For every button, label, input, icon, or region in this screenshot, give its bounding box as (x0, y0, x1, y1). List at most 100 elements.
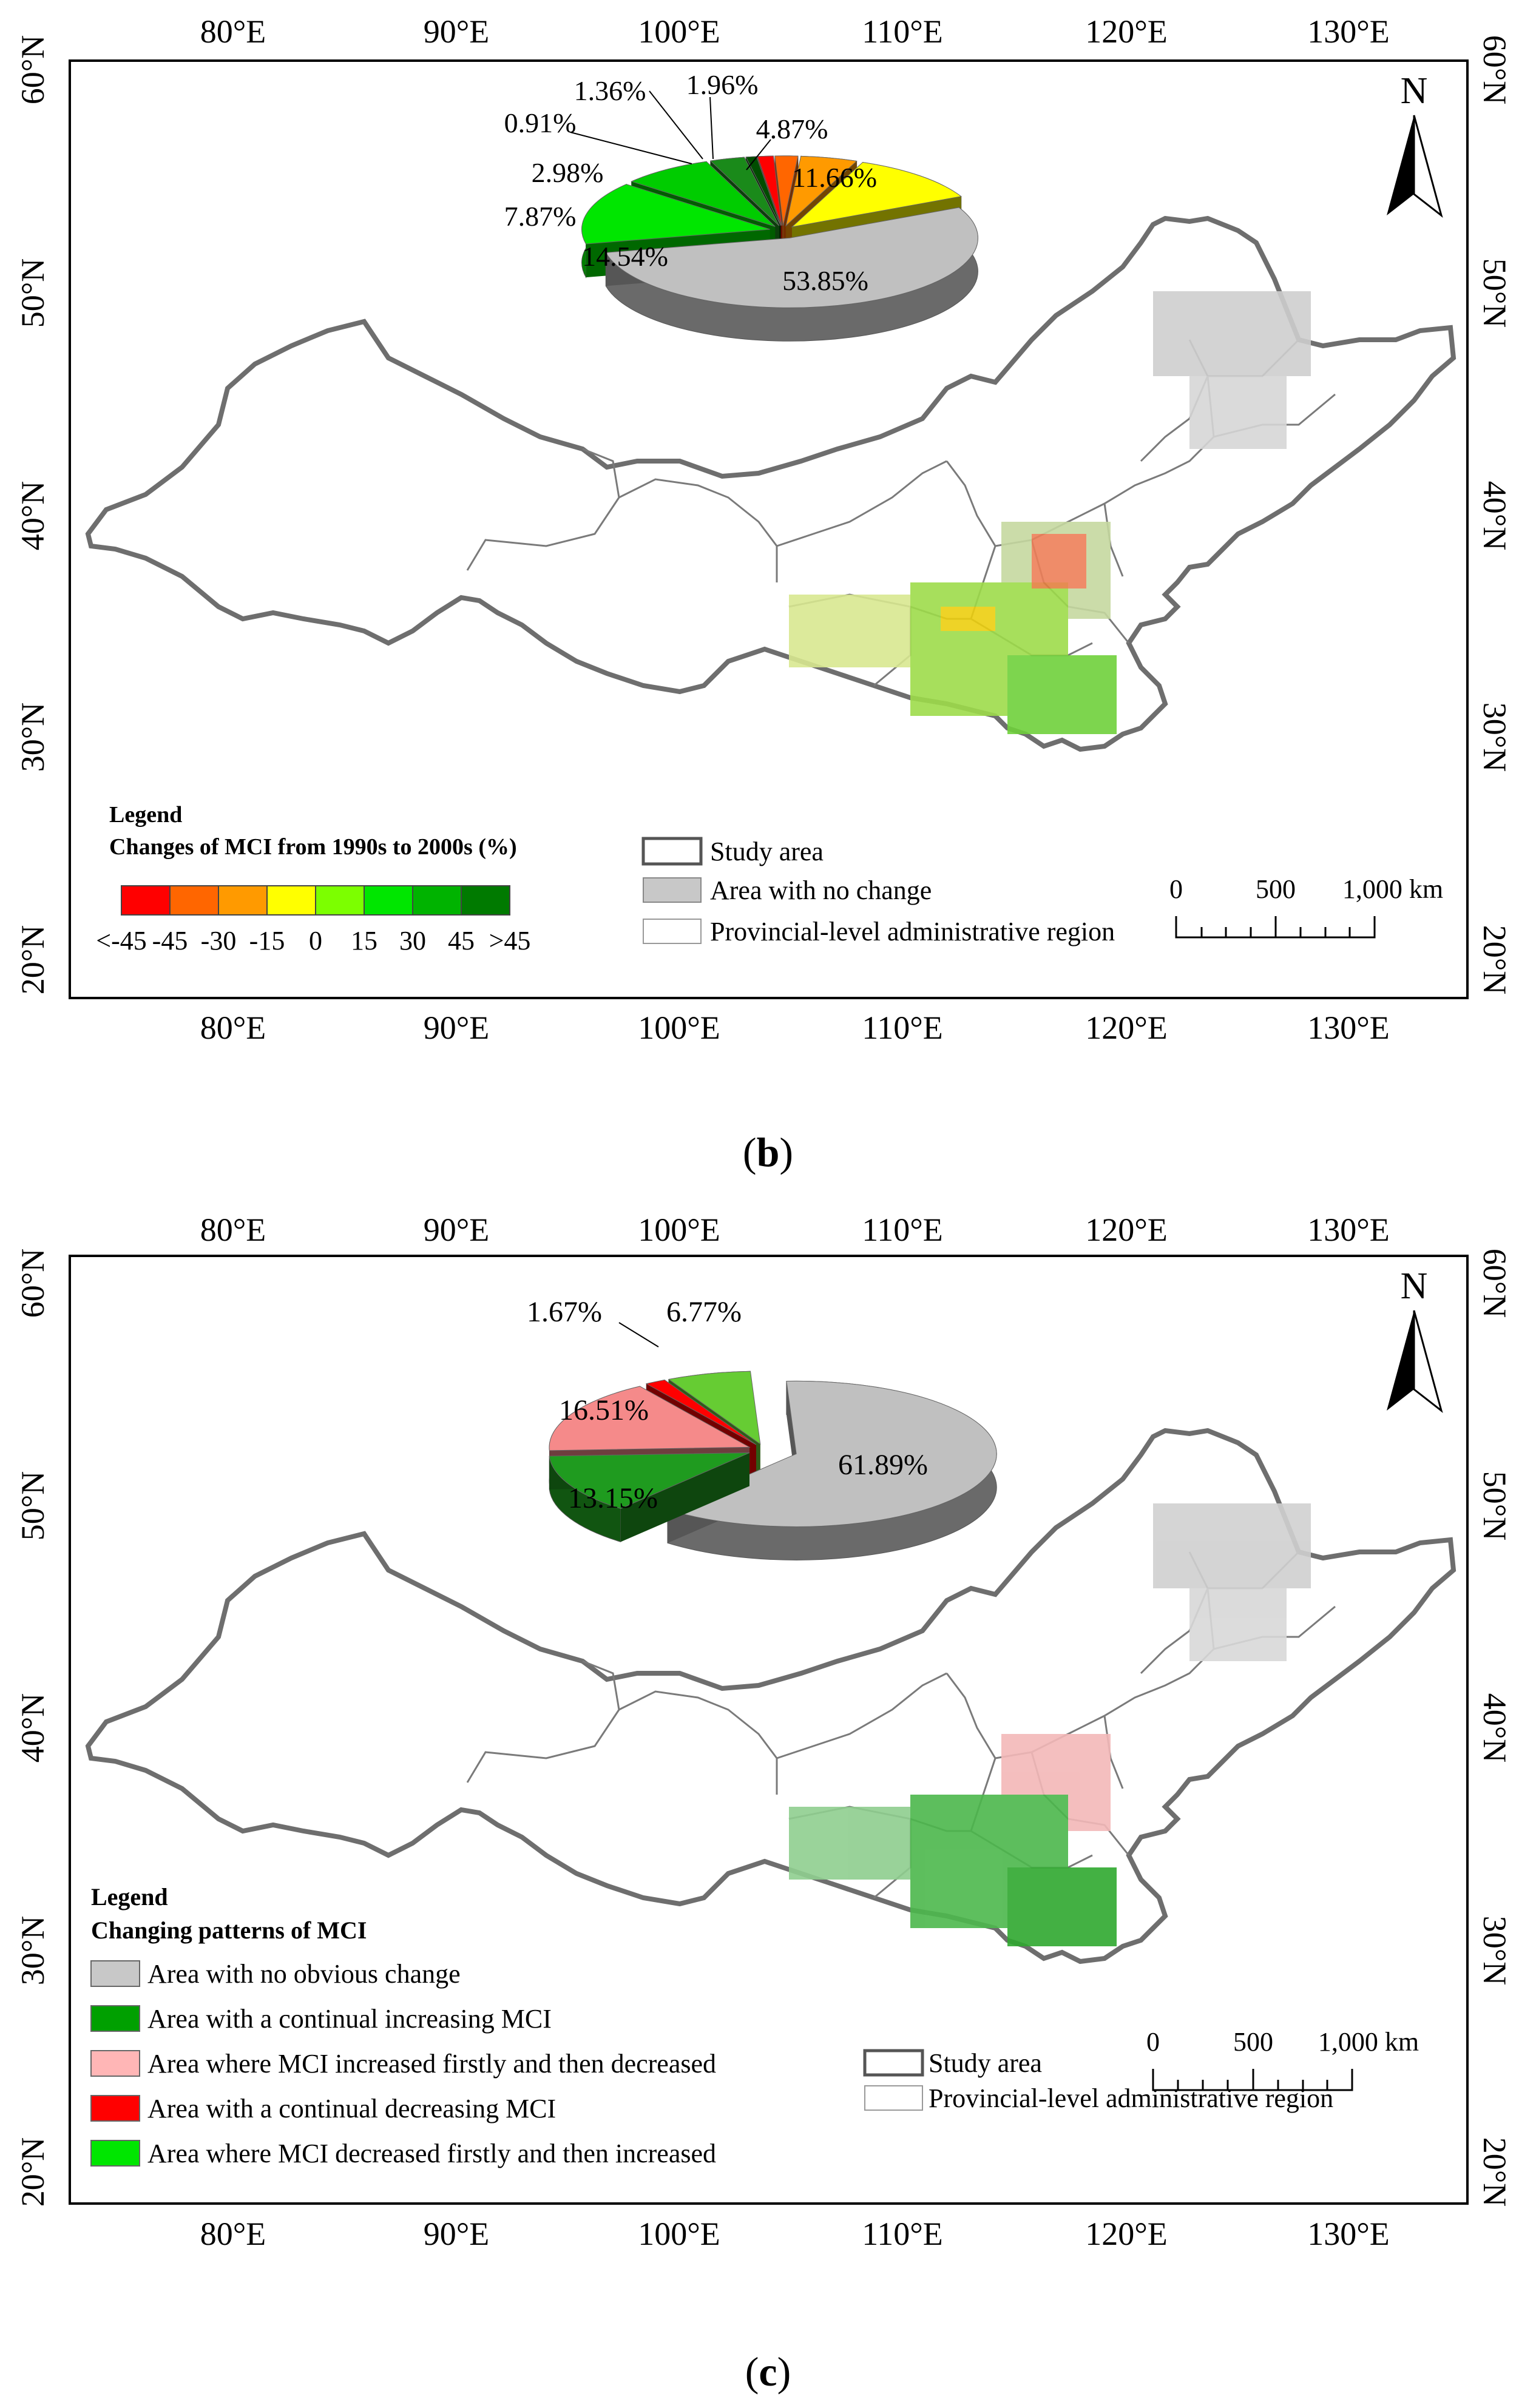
boundary-legend-label: Study area (710, 837, 824, 866)
lat-label: 40°N (15, 1693, 51, 1763)
study-area-swatch (641, 837, 703, 866)
pie-leader-line (746, 139, 771, 170)
color-scale: <-45 -45 -30 -15 0 15 30 45 >45 (96, 885, 530, 956)
pie-value-label: 2.98% (532, 157, 604, 188)
lon-label: 100°E (638, 13, 720, 50)
lat-label: 60°N (15, 1249, 51, 1318)
lat-axis-left: 60°N 50°N 40°N 30°N 20°N (15, 1249, 51, 2207)
lon-axis-bottom: 80°E 90°E 100°E 110°E 120°E 130°E (200, 1010, 1390, 1046)
north-arrow-left (1387, 115, 1414, 215)
pie-slice-top (791, 161, 962, 228)
legend-c: Legend Changing patterns of MCI Area wit… (90, 1883, 1419, 2168)
legend-subtitle: Changing patterns of MCI (91, 1917, 367, 1944)
color-scale-swatch (218, 885, 268, 916)
pie-slice-top (785, 155, 858, 227)
pie-slice-top (581, 184, 770, 245)
pie-slice (666, 1380, 997, 1560)
lon-label: 110°E (862, 2216, 943, 2252)
pattern-swatch (90, 1960, 140, 1987)
lat-axis-right: 60°N 50°N 40°N 30°N 20°N (1477, 1249, 1513, 2207)
lon-label: 110°E (862, 1010, 943, 1046)
scalebar-ticks (1152, 2069, 1353, 2091)
north-label: N (1401, 70, 1428, 112)
change-texture (789, 1503, 1311, 1946)
color-scale-label: 45 (448, 926, 475, 956)
north-arrow-left (1387, 1310, 1414, 1411)
lon-label: 80°E (200, 2216, 266, 2252)
scalebar-label: 1,000 km (1318, 2027, 1419, 2057)
color-scale-swatch (266, 885, 316, 916)
caption-close: ) (779, 1129, 794, 1175)
pattern-label: Area with a continual decreasing MCI (147, 2094, 556, 2123)
lat-axis-right: 60°N 50°N 40°N 30°N 20°N (1477, 35, 1513, 995)
map-b: 80°E 90°E 100°E 110°E 120°E 130°E 80°E 9… (15, 13, 1513, 1046)
province-swatch (643, 919, 702, 944)
lon-label: 90°E (424, 2216, 490, 2252)
change-texture (789, 291, 1311, 734)
pie-value-label: 11.66% (792, 162, 877, 193)
color-scale-swatch (315, 885, 365, 916)
color-scale-swatch (364, 885, 413, 916)
boundary-legend-label: Area with no change (710, 875, 932, 905)
boundary-legend-label: Provincial-level administrative region (929, 2083, 1333, 2113)
lat-label: 30°N (1477, 1916, 1513, 1986)
color-scale-swatch (412, 885, 462, 916)
lon-label: 90°E (424, 1010, 490, 1046)
panel-b: 80°E 90°E 100°E 110°E 120°E 130°E 80°E 9… (0, 0, 1536, 1189)
lon-label: 80°E (200, 1212, 266, 1248)
study-area (85, 1428, 1456, 1965)
study-area-outline (85, 1428, 1456, 1965)
scalebar: 0 500 1,000 km (1146, 2027, 1419, 2091)
study-area (85, 215, 1456, 752)
pie-chart-b: 1.36% 1.96% 4.87% 11.66% 53.85% 14.54%7.87% 2.… (504, 69, 978, 342)
lon-axis-top: 80°E 90°E 100°E 110°E 120°E 130°E (200, 13, 1390, 50)
north-arrow: N (1387, 1266, 1443, 1413)
caption-open: ( (745, 2349, 759, 2395)
pie-value-label: 53.85% (782, 265, 868, 296)
pie-slice (549, 1452, 750, 1543)
lon-label: 100°E (638, 2216, 720, 2252)
lon-label: 90°E (424, 13, 490, 50)
pie-value-label: 14.54% (582, 241, 668, 272)
lon-label: 80°E (200, 1010, 266, 1046)
color-scale-label: -15 (249, 926, 285, 956)
lon-axis-top: 80°E 90°E 100°E 110°E 120°E 130°E (200, 1212, 1390, 1248)
color-scale-label: -30 (201, 926, 237, 956)
caption-close: ) (777, 2349, 791, 2395)
legend-title: Legend (91, 1883, 168, 1911)
lon-label: 130°E (1307, 2216, 1390, 2252)
pie-slice-top (668, 1371, 761, 1445)
color-scale-swatch (169, 885, 219, 916)
pie-value-label: 13.15% (568, 1482, 658, 1514)
pie-value-label: 61.89% (838, 1449, 928, 1481)
pie-value-label: 6.77% (666, 1296, 742, 1328)
pie-slice-top (666, 1380, 997, 1527)
pattern-swatch (90, 2050, 140, 2077)
province-swatch (864, 2085, 923, 2111)
lat-label: 30°N (1477, 703, 1513, 772)
lon-label: 110°E (862, 13, 943, 50)
scalebar-ticks (1175, 916, 1376, 939)
lon-label: 130°E (1307, 1212, 1390, 1248)
pattern-label: Area where MCI increased firstly and the… (147, 2049, 716, 2079)
pattern-swatch (90, 2095, 140, 2122)
lon-axis-bottom: 80°E 90°E 100°E 110°E 120°E 130°E (200, 2216, 1390, 2252)
caption-letter: c (759, 2349, 777, 2395)
lat-label: 40°N (1477, 481, 1513, 551)
boundary-legend: Study area Area with no change Provincia… (641, 837, 1115, 946)
lon-label: 130°E (1307, 13, 1390, 50)
lat-label: 50°N (15, 1471, 51, 1541)
lon-label: 120°E (1085, 1212, 1168, 1248)
lat-label: 20°N (1477, 925, 1513, 995)
lat-label: 40°N (1477, 1693, 1513, 1763)
lat-label: 20°N (15, 925, 51, 995)
panel-c: 80°E 90°E 100°E 110°E 120°E 130°E 80°E 9… (0, 1207, 1536, 2408)
pattern-legend: Area with no obvious change Area with a c… (90, 1959, 716, 2168)
color-scale-swatch (121, 885, 171, 916)
north-label: N (1401, 1266, 1428, 1307)
lon-label: 120°E (1085, 1010, 1168, 1046)
pie-slice-top (645, 1379, 757, 1445)
pie-value-label: 4.87% (756, 113, 828, 144)
boundary-legend-label: Study area (929, 2048, 1042, 2078)
boundary-legend: Study area Provincial-level administrati… (863, 2048, 1333, 2113)
